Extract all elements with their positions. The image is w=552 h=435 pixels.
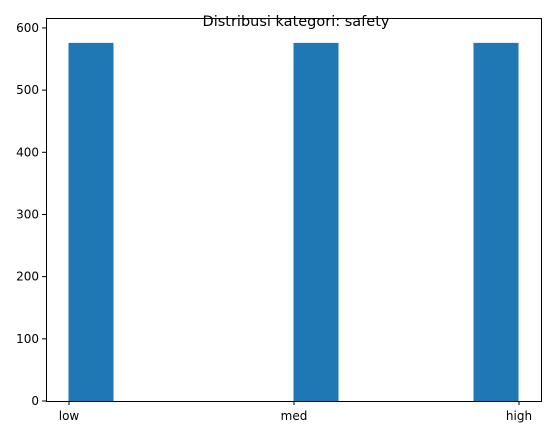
x-tick-label-low: low — [59, 409, 80, 423]
axes-layer — [46, 18, 542, 402]
x-ticks-layer: low med high — [59, 401, 532, 423]
x-tick-label-med: med — [281, 409, 308, 423]
bar-low — [68, 42, 114, 402]
bar-high — [473, 42, 519, 402]
y-tick-label: 600 — [16, 21, 39, 35]
y-tick-label: 0 — [31, 394, 39, 408]
y-tick-label: 300 — [16, 207, 39, 221]
y-tick-label: 100 — [16, 332, 39, 346]
bars-layer — [68, 42, 519, 402]
y-tick-label: 400 — [16, 145, 39, 159]
y-tick-label: 500 — [16, 83, 39, 97]
bar-med — [293, 42, 339, 402]
x-tick-label-high: high — [506, 409, 532, 423]
y-tick-label: 200 — [16, 270, 39, 284]
chart-title: Distribusi kategori: safety — [203, 14, 390, 30]
y-ticks-layer: 0 100 200 300 400 500 600 — [16, 21, 46, 408]
